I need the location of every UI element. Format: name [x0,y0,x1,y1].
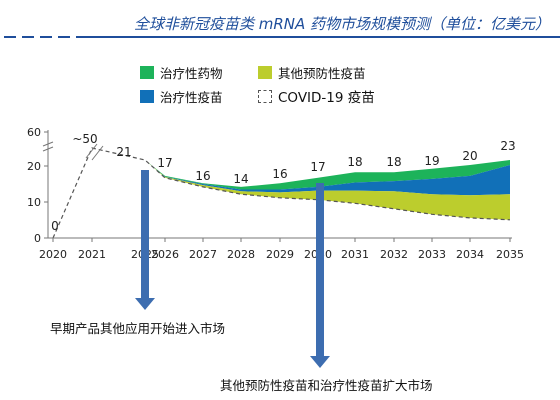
title-dash [40,36,52,38]
data-label: 18 [386,155,401,169]
legend-label: COVID-19 疫苗 [278,90,375,106]
area-therapeutic-vaccines [145,160,510,196]
y-tick-label: 0 [34,232,41,245]
x-tick-label: 2027 [189,248,217,261]
data-label: 18 [347,155,362,169]
header: 全球非新冠疫苗类 mRNA 药物市场规模预测（单位：亿美元） [0,0,560,46]
legend-swatch [258,89,272,103]
y-axis-break-mark [42,141,54,147]
x-tick-label: 2028 [227,248,255,261]
legend-label: 治疗性疫苗 [160,89,223,105]
area-other-preventive-vaccines [145,160,510,220]
y-axis-break-mark [42,146,54,152]
x-tick-label: 2031 [341,248,369,261]
data-label: 20 [462,149,477,163]
y-tick-label: 10 [27,196,41,209]
y-tick-label: 60 [27,126,41,139]
data-label: 23 [500,139,515,153]
data-label: ~50 [72,132,97,146]
page-title: 全球非新冠疫苗类 mRNA 药物市场规模预测（单位：亿美元） [133,15,550,33]
data-label: 16 [272,167,287,181]
data-label: 14 [233,172,248,186]
title-rule [76,36,560,38]
x-tick-label: 2029 [266,248,294,261]
legend: 治疗性药物 其他预防性疫苗 治疗性疫苗 COVID-19 疫苗 [140,62,400,108]
annotation-market-expansion: 其他预防性疫苗和治疗性疫苗扩大市场 [220,378,433,393]
legend-swatch [258,65,272,79]
legend-item-covid-vaccine: COVID-19 疫苗 [258,86,375,106]
legend-item-therapeutic-vaccines: 治疗性疫苗 [140,86,223,106]
annotation-arrow-early-products-shaft [141,170,149,298]
data-label: 17 [310,160,325,174]
data-label: 21 [116,145,131,159]
legend-item-therapeutic-drugs: 治疗性药物 [140,62,223,82]
legend-swatch [140,89,154,103]
title-dash [4,36,16,38]
x-tick-label: 2035 [496,248,524,261]
area-therapeutic-drugs [145,160,510,190]
title-divider [0,36,560,38]
x-tick-label: 2026 [151,248,179,261]
legend-swatch [140,65,154,79]
series-break-mark [91,145,104,161]
x-tick-label: 2033 [418,248,446,261]
annotation-early-products: 早期产品其他应用开始进入市场 [50,321,226,336]
x-tick-label: 2034 [456,248,484,261]
legend-label: 治疗性药物 [160,65,223,81]
series-line-covid-vaccine [52,147,511,239]
annotation-arrow-market-expansion-head [310,356,330,368]
data-label: 0 [51,219,59,233]
x-tick-label: 2020 [39,248,67,261]
legend-item-other-preventive-vaccines: 其他预防性疫苗 [258,62,366,82]
annotation-arrow-market-expansion-shaft [316,183,324,356]
data-label: 16 [195,169,210,183]
x-tick-label: 2032 [380,248,408,261]
title-dash [22,36,34,38]
series-break-mark [85,143,98,159]
data-label: 19 [424,154,439,168]
data-label: 17 [157,156,172,170]
legend-label: 其他预防性疫苗 [278,65,366,81]
x-tick-label: 2021 [78,248,106,261]
annotation-arrow-early-products-head [135,298,155,310]
y-tick-label: 20 [27,160,41,173]
title-dash [58,36,70,38]
